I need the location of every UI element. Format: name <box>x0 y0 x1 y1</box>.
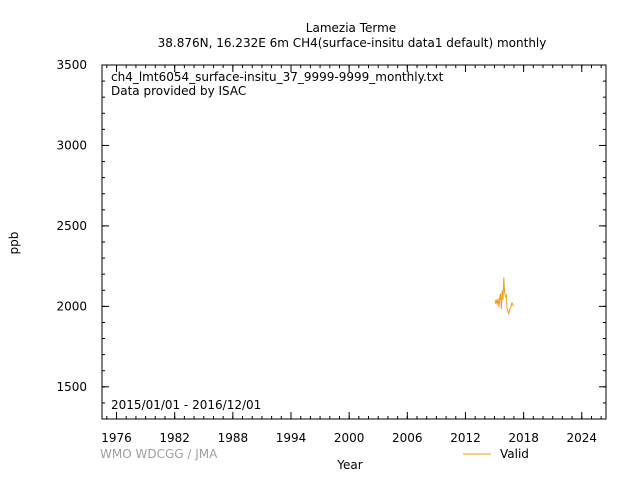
x-tick-label: 1994 <box>276 431 307 445</box>
chart-title-details: 38.876N, 16.232E 6m CH4(surface-insitu d… <box>158 36 547 50</box>
x-tick-label: 2024 <box>566 431 597 445</box>
chart-title-station: Lamezia Terme <box>306 21 396 35</box>
y-tick-label: 2500 <box>56 219 87 233</box>
axis-tick-labels: 1976 1982 1988 1994 2000 2006 2012 2018 2024 1500… <box>56 58 597 445</box>
annotation-period: 2015/01/01 - 2016/12/01 <box>111 398 261 412</box>
y-tick-label: 1500 <box>56 380 87 394</box>
x-axis-label: Year <box>336 458 362 472</box>
y-tick-label: 3500 <box>56 58 87 72</box>
y-tick-label: 3000 <box>56 138 87 152</box>
y-axis-label: ppb <box>7 232 21 255</box>
plot-area <box>101 64 607 420</box>
series-line-valid <box>494 277 514 316</box>
x-tick-label: 2018 <box>508 431 539 445</box>
x-tick-label: 2012 <box>450 431 481 445</box>
x-tick-label: 1976 <box>101 431 132 445</box>
legend-label-valid: Valid <box>500 447 529 461</box>
annotation-provider: Data provided by ISAC <box>111 84 246 98</box>
credit-text: WMO WDCGG / JMA <box>100 447 218 461</box>
axis-ticks <box>102 64 606 420</box>
annotation-filename: ch4_lmt6054_surface-insitu_37_9999-9999_… <box>111 70 444 84</box>
legend: Valid <box>463 447 529 461</box>
x-tick-label: 1982 <box>159 431 190 445</box>
x-tick-label: 2000 <box>334 431 365 445</box>
y-tick-label: 2000 <box>56 299 87 313</box>
x-tick-label: 2006 <box>392 431 423 445</box>
x-tick-label: 1988 <box>218 431 249 445</box>
series-layer <box>494 277 514 316</box>
